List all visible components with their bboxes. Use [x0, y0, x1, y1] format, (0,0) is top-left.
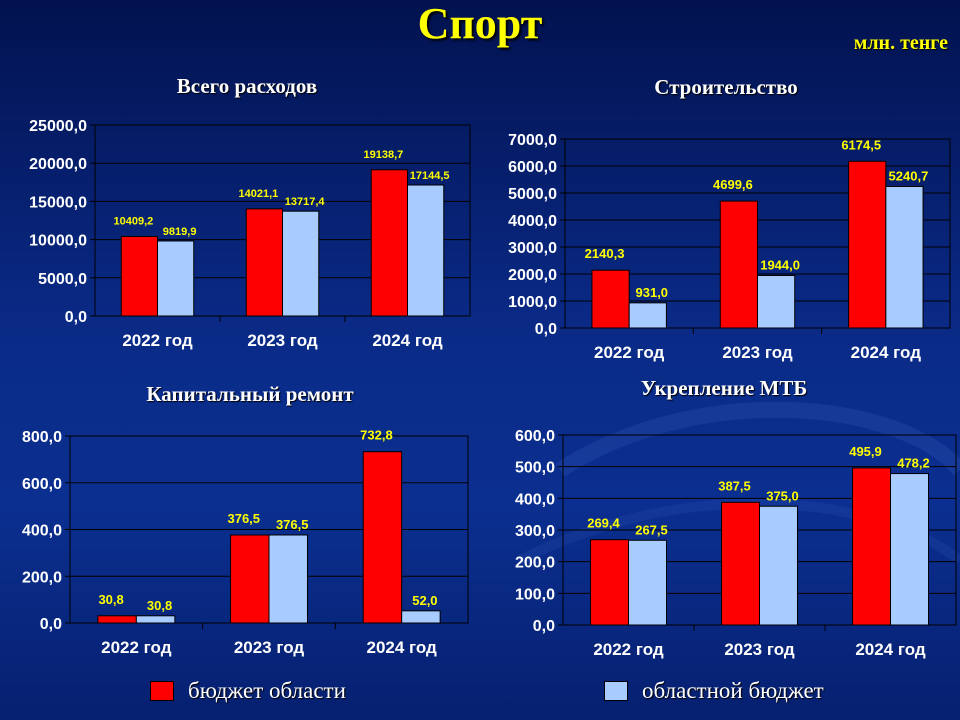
legend-item-regional-budget: областной бюджет [604, 678, 824, 704]
data-label: 269,4 [587, 516, 620, 531]
data-label: 732,8 [360, 428, 393, 443]
y-tick-label: 500,0 [515, 460, 555, 477]
category-label: 2022 год [122, 331, 193, 350]
y-tick-label: 25000,0 [29, 118, 87, 135]
legend-item-oblast-budget: бюджет области [150, 678, 346, 704]
bar [135, 615, 176, 624]
legend-swatch-blue [604, 681, 628, 701]
data-label: 376,5 [227, 511, 260, 526]
y-tick-label: 0,0 [40, 616, 62, 633]
category-label: 2024 год [366, 638, 437, 657]
chart-title-total: Всего расходов [176, 74, 318, 98]
y-tick-label: 4000,0 [508, 213, 557, 230]
data-label: 19138,7 [363, 149, 403, 161]
y-tick-label: 5000,0 [38, 271, 87, 288]
category-label: 2023 год [722, 343, 793, 362]
chart-title-construction: Строительство [654, 75, 798, 99]
data-label: 2140,3 [585, 246, 625, 261]
bar [628, 302, 667, 329]
units-label: млн. тенге [853, 32, 948, 54]
bar [885, 186, 924, 329]
category-label: 2022 год [593, 640, 664, 659]
bar [759, 505, 798, 626]
bar [719, 200, 758, 329]
legend-swatch-red [150, 681, 174, 701]
data-label: 52,0 [412, 593, 437, 608]
bar [370, 169, 408, 317]
data-label: 14021,1 [238, 188, 278, 200]
data-label: 13717,4 [285, 196, 326, 208]
y-tick-label: 3000,0 [508, 240, 557, 257]
category-label: 2023 год [724, 640, 795, 659]
data-label: 495,9 [849, 444, 882, 459]
bar [120, 235, 158, 317]
bar [852, 467, 892, 626]
category-label: 2022 год [594, 343, 665, 362]
legend-label: бюджет области [188, 678, 346, 703]
data-label: 931,0 [636, 285, 669, 300]
bar [590, 539, 630, 626]
bar [268, 534, 308, 624]
y-tick-label: 800,0 [22, 429, 62, 446]
y-tick-label: 2000,0 [508, 267, 557, 284]
chart-title-mtb: Укрепление МТБ [640, 376, 808, 400]
y-tick-label: 10000,0 [29, 233, 87, 250]
category-label: 2024 год [851, 343, 922, 362]
data-label: 387,5 [718, 478, 751, 493]
y-tick-label: 7000,0 [508, 132, 557, 149]
data-label: 17144,5 [410, 170, 450, 182]
y-tick-label: 600,0 [515, 428, 555, 445]
y-tick-label: 100,0 [515, 586, 555, 603]
y-tick-label: 5000,0 [508, 186, 557, 203]
y-tick-label: 200,0 [22, 569, 62, 586]
category-label: 2022 год [101, 638, 172, 657]
bar [362, 451, 403, 624]
y-tick-label: 600,0 [22, 476, 62, 493]
bar [628, 539, 667, 626]
data-label: 478,2 [897, 456, 930, 471]
bar [591, 269, 630, 329]
data-label: 30,8 [98, 592, 123, 607]
bar [230, 534, 270, 624]
bar [282, 210, 320, 317]
y-tick-label: 400,0 [22, 523, 62, 540]
y-tick-label: 0,0 [533, 618, 555, 635]
y-tick-label: 400,0 [515, 491, 555, 508]
y-tick-label: 20000,0 [29, 156, 87, 173]
data-label: 30,8 [147, 598, 172, 613]
data-label: 267,5 [635, 522, 668, 537]
y-tick-label: 0,0 [65, 309, 87, 326]
y-tick-label: 300,0 [515, 523, 555, 540]
slide-title: Спорт [417, 0, 543, 48]
data-label: 9819,9 [163, 226, 197, 238]
data-label: 376,5 [276, 517, 309, 532]
data-label: 4699,6 [713, 177, 753, 192]
bar [401, 610, 441, 624]
bar [407, 184, 445, 317]
y-tick-label: 15000,0 [29, 194, 87, 211]
y-tick-label: 0,0 [535, 321, 557, 338]
bar [757, 275, 796, 329]
category-label: 2023 год [247, 331, 318, 350]
y-tick-label: 200,0 [515, 555, 555, 572]
chart-title-capital-repair: Капитальный ремонт [146, 382, 354, 406]
y-tick-label: 1000,0 [508, 294, 557, 311]
bar [157, 240, 195, 317]
data-label: 5240,7 [889, 169, 929, 184]
data-label: 10409,2 [113, 215, 153, 227]
category-label: 2024 год [855, 640, 926, 659]
category-label: 2024 год [372, 331, 443, 350]
category-label: 2023 год [234, 638, 305, 657]
data-label: 375,0 [766, 488, 799, 503]
y-tick-label: 6000,0 [508, 159, 557, 176]
data-label: 1944,0 [760, 258, 800, 273]
bar [890, 473, 929, 626]
legend-label: областной бюджет [642, 678, 824, 703]
data-label: 6174,5 [841, 137, 881, 152]
bar [721, 501, 761, 626]
